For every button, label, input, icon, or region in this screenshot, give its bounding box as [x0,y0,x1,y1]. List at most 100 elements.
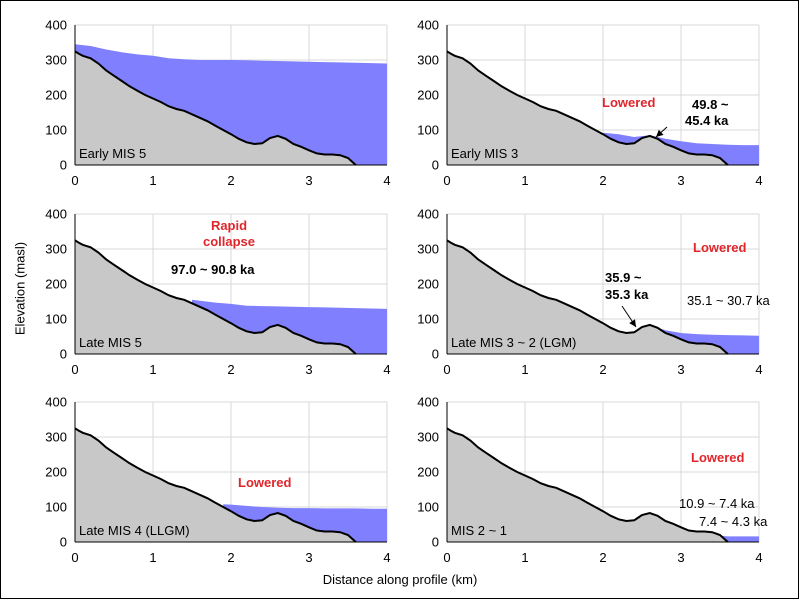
y-tick-label: 400 [417,18,439,33]
x-tick-label: 1 [149,173,156,188]
terrain-area [447,240,728,354]
y-tick-label: 400 [45,395,67,410]
x-axis-label: Distance along profile (km) [322,572,478,587]
panel-label: Early MIS 3 [451,146,518,161]
annotation-text: collapse [203,234,255,249]
y-tick-label: 0 [60,347,67,362]
bed-profile-line [74,239,357,355]
y-tick-label: 0 [432,347,439,362]
y-tick-label: 0 [60,535,67,550]
panel-label: Early MIS 5 [79,146,146,161]
x-tick-label: 3 [677,362,684,377]
bed-profile-line [446,427,729,543]
y-tick-label: 200 [417,277,439,292]
annotation-text: 49.8 ~ [692,97,729,112]
x-tick-label: 3 [305,173,312,188]
chart-panel-4: 0 100 200 300 400 0 1 2 3 4 Late MIS 3 ~ 2 (LGM) Lo… [417,207,770,378]
annotation-text: Lowered [602,95,656,110]
y-tick-label: 200 [417,88,439,103]
x-tick-label: 3 [305,550,312,565]
chart-panel-1: 0 100 200 300 400 0 1 2 3 4 Early MIS 5 [45,18,390,189]
glacier-area-series-1 [75,44,387,165]
y-tick-label: 100 [417,123,439,138]
annotation-text: Rapid [211,218,247,233]
y-tick-label: 300 [417,430,439,445]
annotation-text: 35.1 ~ 30.7 ka [687,293,771,308]
x-tick-label: 0 [71,550,78,565]
terrain-area [447,51,728,165]
x-tick-label: 3 [677,550,684,565]
y-tick-label: 0 [60,158,67,173]
x-tick-label: 0 [71,362,78,377]
x-tick-label: 3 [677,173,684,188]
y-tick-label: 400 [417,207,439,222]
y-tick-label: 300 [45,53,67,68]
annotation-text: 7.4 ~ 4.3 ka [699,514,768,529]
x-tick-label: 0 [443,362,450,377]
y-tick-label: 200 [417,465,439,480]
panel-label: Late MIS 4 (LLGM) [79,523,190,538]
y-tick-label: 100 [45,123,67,138]
y-tick-label: 100 [417,312,439,327]
chart-panel-5: 0 100 200 300 400 0 1 2 3 4 Late MIS 4 (LLGM) Lower… [45,395,390,566]
y-tick-label: 400 [417,395,439,410]
glacier-area-series-1 [223,504,387,542]
annotation-text: Lowered [691,450,745,465]
panel-label: MIS 2 ~ 1 [451,523,507,538]
chart-panel-2: 0 100 200 300 400 0 1 2 3 4 Early MIS 3 Lowered 49.8… [417,18,762,189]
terrain-area [447,428,728,542]
annotation-arrowhead [656,129,664,137]
y-tick-label: 400 [45,207,67,222]
panel-label: Late MIS 5 [79,335,142,350]
x-tick-label: 0 [443,550,450,565]
chart-panel-3: 0 100 200 300 400 0 1 2 3 4 Late MIS 5 Rapidcollaps… [45,207,390,378]
x-tick-label: 2 [599,362,606,377]
annotation-text: 35.9 ~ [605,270,642,285]
x-tick-label: 2 [599,173,606,188]
glacier-area-series-1 [720,535,759,542]
x-tick-label: 4 [383,173,390,188]
annotation-text: 97.0 ~ 90.8 ka [171,262,255,277]
glacier-area-series-1 [649,324,759,354]
bed-profile-line [446,239,729,355]
x-tick-label: 1 [521,362,528,377]
x-tick-label: 1 [521,173,528,188]
y-tick-label: 200 [45,465,67,480]
y-tick-label: 100 [417,500,439,515]
x-tick-label: 1 [149,550,156,565]
y-tick-label: 300 [417,242,439,257]
bed-profile-line [446,50,729,166]
chart-panel-6: 0 100 200 300 400 0 1 2 3 4 MIS 2 ~ 1 Lowered 10.9 ~… [417,395,768,566]
y-tick-label: 100 [45,500,67,515]
bed-profile-line [74,50,357,166]
x-tick-label: 4 [755,362,762,377]
y-tick-label: 200 [45,277,67,292]
x-tick-label: 0 [71,173,78,188]
x-tick-label: 4 [755,173,762,188]
annotation-text: 10.9 ~ 7.4 ka [679,496,755,511]
terrain-area [75,428,356,542]
x-tick-label: 2 [227,550,234,565]
y-tick-label: 0 [432,535,439,550]
x-tick-label: 1 [149,362,156,377]
x-tick-label: 3 [305,362,312,377]
bed-profile-line [74,427,357,543]
terrain-area [75,51,356,165]
x-tick-label: 4 [383,362,390,377]
x-tick-label: 2 [599,550,606,565]
y-tick-label: 100 [45,312,67,327]
glacier-area-series-1 [192,299,387,354]
x-tick-label: 1 [521,550,528,565]
annotation-text: Lowered [693,240,747,255]
y-tick-label: 300 [45,430,67,445]
panel-label: Late MIS 3 ~ 2 (LGM) [451,335,576,350]
y-tick-label: 200 [45,88,67,103]
x-tick-label: 2 [227,173,234,188]
x-tick-label: 4 [383,550,390,565]
annotation-text: Lowered [238,475,292,490]
x-tick-label: 4 [755,550,762,565]
x-tick-label: 0 [443,173,450,188]
annotation-arrowhead [629,319,636,327]
